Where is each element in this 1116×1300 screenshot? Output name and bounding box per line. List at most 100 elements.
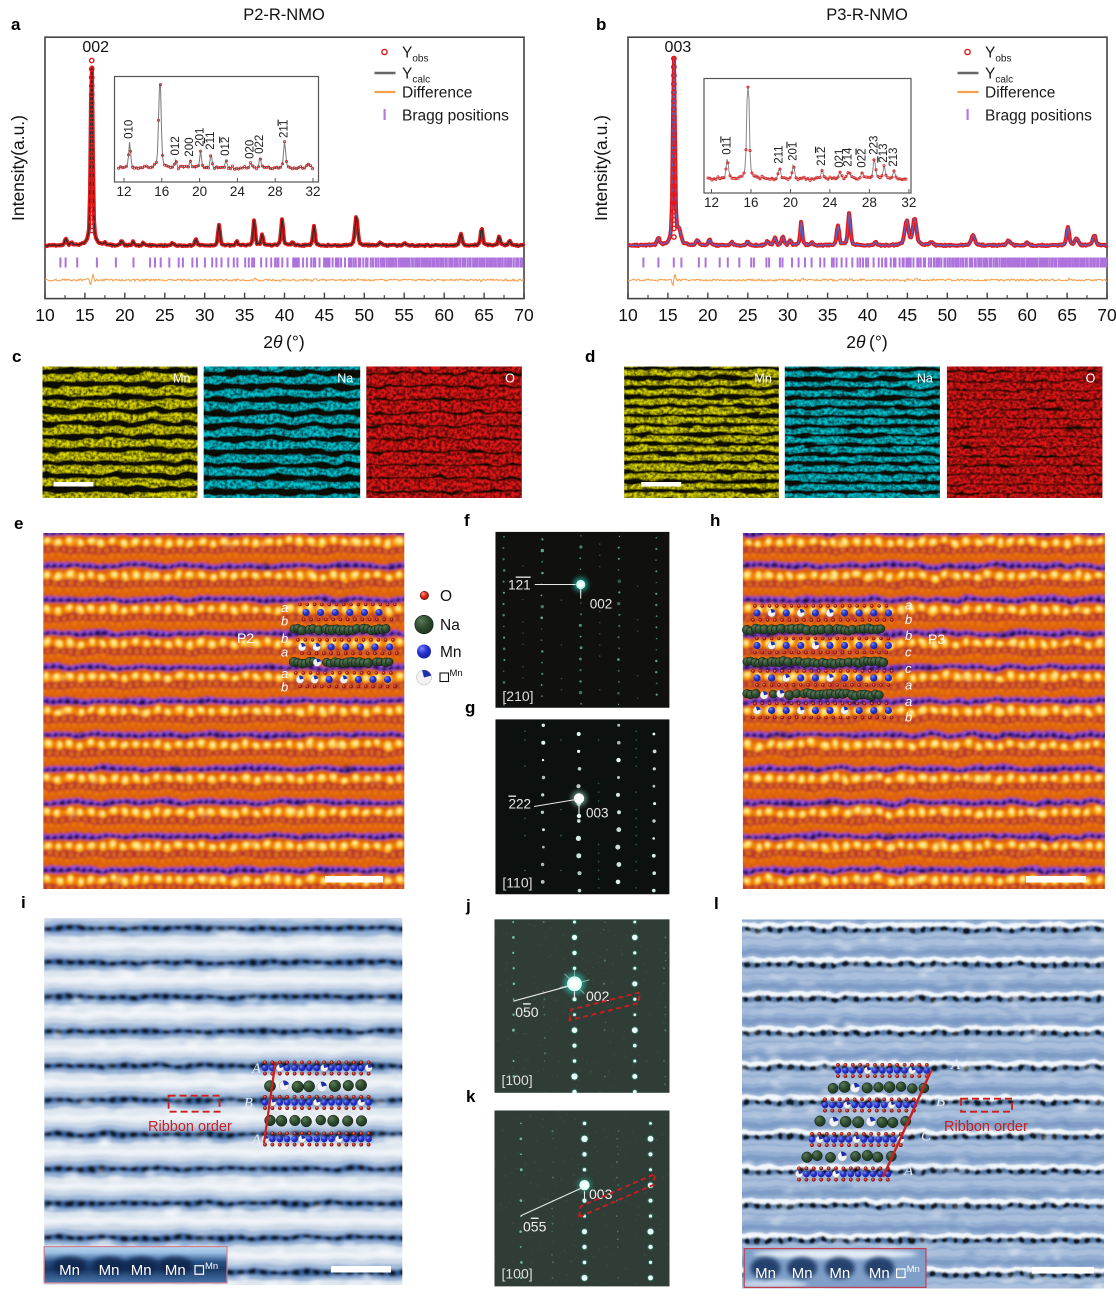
svg-text:200: 200	[184, 138, 196, 157]
svg-text:A: A	[950, 1057, 961, 1073]
svg-text:Na: Na	[440, 617, 460, 634]
svg-text:20: 20	[115, 305, 135, 325]
svg-text:j: j	[465, 896, 471, 915]
svg-text:201: 201	[787, 142, 799, 161]
svg-text:55: 55	[394, 305, 413, 325]
svg-text:Mn: Mn	[165, 1262, 186, 1279]
svg-text:c: c	[905, 661, 912, 676]
svg-text:40: 40	[858, 305, 878, 325]
svg-text:70: 70	[514, 305, 534, 325]
svg-text:b: b	[596, 15, 606, 34]
svg-text:Intensity(a.u.): Intensity(a.u.)	[8, 115, 28, 221]
svg-text:003: 003	[589, 1186, 613, 1202]
svg-text:20: 20	[698, 305, 718, 325]
svg-text:15: 15	[658, 305, 677, 325]
svg-text:012: 012	[170, 136, 182, 155]
svg-text:a: a	[905, 694, 912, 709]
svg-text:B: B	[244, 1096, 253, 1112]
svg-text:b: b	[281, 680, 288, 695]
svg-text:Bragg positions: Bragg positions	[402, 108, 509, 125]
svg-text:2θ (°): 2θ (°)	[263, 332, 304, 352]
svg-text:Intensity(a.u.): Intensity(a.u.)	[591, 115, 611, 221]
svg-text:c: c	[905, 645, 912, 660]
svg-text:k: k	[466, 1087, 476, 1106]
svg-text:[210]: [210]	[502, 688, 533, 704]
svg-text:30: 30	[195, 305, 215, 325]
svg-text:a: a	[905, 598, 912, 613]
svg-text:32: 32	[305, 184, 320, 199]
svg-text:222: 222	[508, 797, 531, 812]
svg-text:121: 121	[508, 578, 531, 593]
svg-text:Mn: Mn	[59, 1262, 80, 1279]
svg-text:60: 60	[1017, 305, 1037, 325]
svg-text:B: B	[936, 1094, 945, 1110]
svg-text:g: g	[465, 698, 475, 717]
svg-text:a: a	[11, 15, 21, 34]
svg-text:Mn: Mn	[173, 372, 190, 386]
svg-text:021: 021	[834, 149, 846, 168]
svg-text:P2-R-NMO: P2-R-NMO	[243, 6, 325, 24]
svg-text:45: 45	[898, 305, 917, 325]
svg-text:022: 022	[857, 148, 869, 167]
svg-text:A: A	[251, 1132, 261, 1148]
svg-text:28: 28	[268, 184, 283, 199]
svg-text:214: 214	[843, 147, 855, 167]
svg-text:35: 35	[235, 305, 254, 325]
svg-text:A: A	[251, 1061, 261, 1077]
svg-text:12: 12	[116, 184, 131, 199]
svg-text:28: 28	[862, 195, 877, 210]
svg-text:a: a	[281, 645, 288, 660]
svg-text:Bragg positions: Bragg positions	[985, 108, 1092, 125]
svg-text:a: a	[281, 600, 288, 615]
svg-text:10: 10	[35, 305, 55, 325]
svg-text:16: 16	[743, 195, 758, 210]
svg-text:Difference: Difference	[985, 85, 1055, 102]
svg-text:25: 25	[155, 305, 174, 325]
svg-text:Mn: Mn	[205, 1261, 218, 1272]
svg-text:2θ (°): 2θ (°)	[846, 332, 887, 352]
svg-text:40: 40	[275, 305, 295, 325]
svg-text:211: 211	[205, 131, 217, 149]
svg-text:Difference: Difference	[402, 85, 472, 102]
svg-text:Na: Na	[337, 372, 353, 386]
svg-text:b: b	[905, 628, 912, 643]
svg-text:P2: P2	[237, 630, 254, 646]
svg-text:012: 012	[220, 137, 232, 156]
svg-text:15: 15	[75, 305, 94, 325]
svg-text:f: f	[464, 511, 470, 530]
svg-text:65: 65	[1057, 305, 1076, 325]
svg-text:b: b	[905, 710, 912, 725]
svg-text:211: 211	[279, 120, 291, 138]
svg-text:70: 70	[1097, 305, 1116, 325]
svg-text:50: 50	[355, 305, 375, 325]
svg-text:C: C	[921, 1129, 932, 1145]
svg-text:055: 055	[523, 1219, 547, 1235]
svg-text:A: A	[903, 1163, 914, 1179]
svg-text:e: e	[14, 514, 23, 533]
svg-text:Mn: Mn	[792, 1265, 813, 1282]
svg-text:011: 011	[721, 136, 733, 154]
svg-text:20: 20	[783, 195, 798, 210]
svg-text:c: c	[12, 347, 21, 366]
svg-text:Mn: Mn	[440, 644, 462, 661]
svg-text:b: b	[281, 614, 288, 629]
svg-text:Mn: Mn	[869, 1265, 890, 1282]
svg-text:Mn: Mn	[755, 1265, 776, 1282]
svg-text:h: h	[710, 511, 720, 530]
svg-text:201: 201	[195, 128, 207, 147]
svg-text:a: a	[281, 666, 288, 681]
svg-text:P3: P3	[928, 631, 945, 647]
svg-text:d: d	[585, 347, 595, 366]
svg-text:020: 020	[245, 140, 257, 159]
svg-text:P3-R-NMO: P3-R-NMO	[826, 6, 908, 24]
svg-text:002: 002	[586, 988, 610, 1004]
svg-text:30: 30	[778, 305, 798, 325]
svg-text:24: 24	[230, 184, 246, 199]
svg-text:Mn: Mn	[99, 1262, 120, 1279]
svg-text:Ribbon order: Ribbon order	[148, 1119, 232, 1135]
svg-text:050: 050	[515, 1004, 539, 1020]
svg-text:212: 212	[816, 147, 828, 166]
svg-text:Mn: Mn	[907, 1264, 920, 1275]
svg-text:Mn: Mn	[829, 1265, 850, 1282]
svg-text:022: 022	[254, 135, 266, 154]
